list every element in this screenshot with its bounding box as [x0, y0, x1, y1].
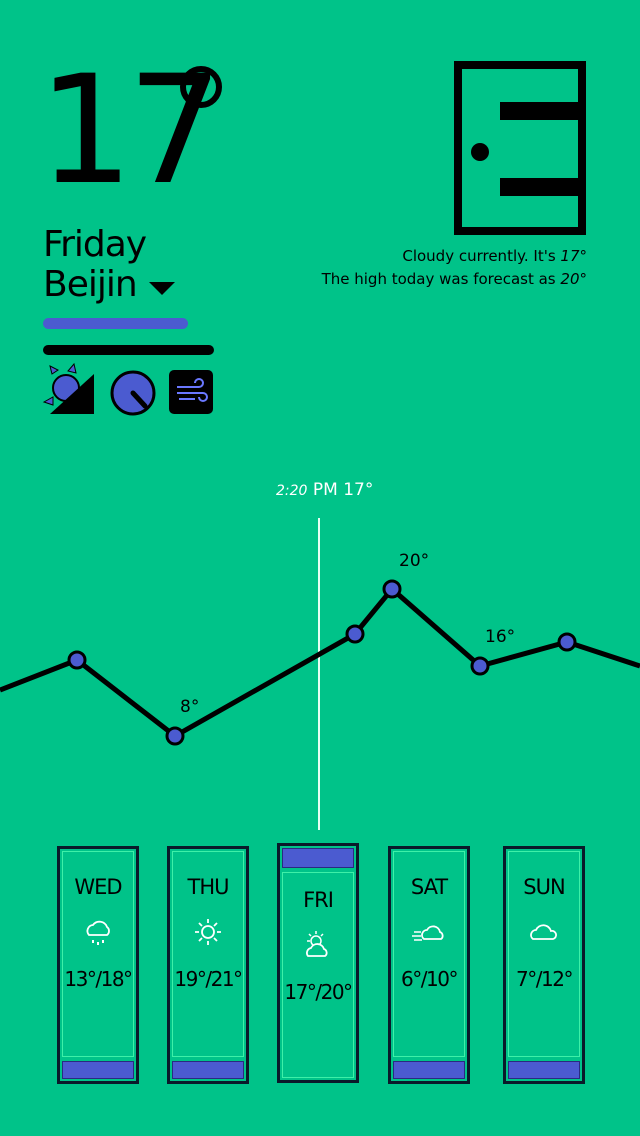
- summary-line-1: Cloudy currently. It's 17°: [402, 247, 587, 265]
- graph-point[interactable]: [470, 656, 490, 676]
- graph-point[interactable]: [557, 632, 577, 652]
- forecast-day: WED: [74, 875, 122, 899]
- graph-point[interactable]: [382, 579, 402, 599]
- card-footer-bar: [393, 1061, 465, 1079]
- forecast-card-sat[interactable]: SAT 6°/10°: [388, 846, 470, 1084]
- graph-label: 20°: [399, 551, 430, 571]
- wind-icon[interactable]: [169, 370, 213, 414]
- temperature-line: [0, 585, 640, 739]
- divider: [43, 345, 214, 355]
- card-footer-bar: [508, 1061, 580, 1079]
- forecast-range: 19°/21°: [174, 967, 243, 991]
- sunrise-sunset-icon[interactable]: [42, 362, 96, 416]
- forecast-range: 6°/10°: [401, 967, 458, 991]
- card-footer-bar: [172, 1061, 244, 1079]
- forecast-day: FRI: [303, 888, 334, 912]
- forecast-card-fri[interactable]: FRI 17°/20°: [277, 843, 359, 1083]
- rain-icon: [86, 920, 110, 945]
- clock-icon[interactable]: [110, 370, 156, 416]
- degree-symbol: [180, 66, 222, 108]
- card-footer-bar: [62, 1061, 134, 1079]
- forecast-day: SAT: [410, 875, 448, 899]
- graph-label: 16°: [485, 627, 516, 647]
- accent-bar: [43, 318, 188, 329]
- chevron-down-icon: [148, 282, 175, 295]
- forecast-range: 13°/18°: [64, 967, 133, 991]
- temperature-graph: [0, 579, 640, 746]
- sun-icon: [195, 919, 221, 945]
- graph-label: 8°: [180, 697, 200, 717]
- current-day: Friday: [43, 224, 147, 265]
- forecast-range: 17°/20°: [284, 980, 353, 1004]
- partly-cloudy-icon: [306, 931, 328, 957]
- time-marker-line[interactable]: [318, 518, 320, 830]
- graph-point[interactable]: [67, 650, 87, 670]
- summary-line-2: The high today was forecast as 20°: [321, 270, 587, 288]
- graph-point[interactable]: [345, 624, 365, 644]
- forecast-card-sun[interactable]: SUN 7°/12°: [503, 846, 585, 1084]
- selected-indicator: [282, 848, 354, 868]
- city-selector[interactable]: Beijin: [43, 264, 175, 305]
- wind-cloud-icon: [412, 925, 444, 941]
- forecast-day: THU: [187, 875, 230, 899]
- forecast-day: SUN: [523, 875, 565, 899]
- time-marker-label: 2:20 PM 17°: [276, 480, 374, 500]
- graph-point[interactable]: [165, 726, 185, 746]
- forecast-card-thu[interactable]: THU 19°/21°: [167, 846, 249, 1084]
- forecast-card-wed[interactable]: WED 13°/18°: [57, 846, 139, 1084]
- cloud-icon: [530, 924, 557, 940]
- forecast-range: 7°/12°: [516, 967, 573, 991]
- city-name: Beijin: [43, 264, 138, 305]
- weather-condition-logo: [454, 61, 586, 235]
